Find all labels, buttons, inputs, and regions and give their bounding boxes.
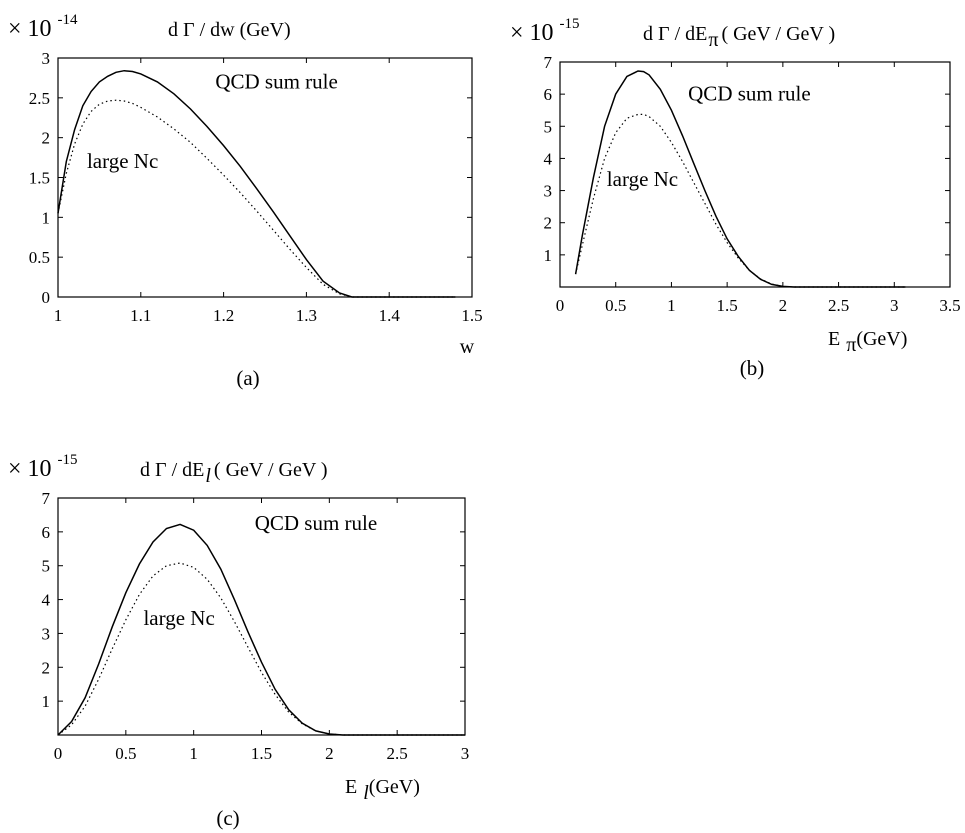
chart-title-subscript: π — [708, 29, 718, 51]
y-tick-label: 6 — [42, 523, 51, 542]
chart-title: d Γ / dE — [140, 459, 204, 481]
x-tick-label: 1.5 — [251, 744, 272, 763]
series-line-large-nc — [57, 99, 456, 298]
x-tick-label: 3 — [461, 744, 470, 763]
series-annotation: large Nc — [607, 167, 678, 191]
series-annotation: large Nc — [87, 149, 158, 173]
x-axis-label-units: (GeV) — [369, 776, 420, 798]
panel-label: (c) — [216, 806, 239, 830]
y-tick-label: 1 — [42, 692, 51, 711]
x-tick-label: 0.5 — [115, 744, 136, 763]
series-annotation: large Nc — [143, 606, 214, 630]
y-tick-label: 3 — [544, 182, 553, 201]
y-tick-label: 5 — [42, 557, 51, 576]
panel-label: (b) — [740, 356, 765, 380]
plot-frame — [57, 57, 473, 298]
x-tick-label: 1.2 — [213, 306, 234, 325]
series-annotation: QCD sum rule — [215, 69, 338, 93]
y-tick-label: 1.5 — [29, 169, 50, 188]
chart-title-subscript: l — [205, 465, 211, 487]
y-tick-label: 6 — [544, 85, 553, 104]
x-tick-label: 1 — [54, 306, 63, 325]
y-multiplier: × 10 — [8, 456, 52, 482]
y-tick-label: 7 — [42, 489, 51, 508]
series-line-qcd-sum-rule — [574, 70, 906, 288]
x-axis-label: E — [345, 776, 357, 798]
chart-panel-a: 1 1.1 1.2 1.3 1.4 1.5 0 0.5 1 1.5 2 2.5 3 QCD sum rul… — [8, 12, 483, 390]
series-line-large-nc — [57, 562, 465, 736]
y-tick-label: 3 — [42, 49, 51, 68]
chart-title: d Γ / dE — [643, 23, 707, 45]
panel-label: (a) — [236, 366, 259, 390]
y-tick-label: 2.5 — [29, 89, 50, 108]
x-tick-label: 0 — [54, 744, 63, 763]
series-annotation: QCD sum rule — [255, 511, 378, 535]
chart-panel-b: 0 0.5 1 1.5 2 2.5 3 3.5 1 2 3 4 5 6 7 QCD sum rule large… — [510, 16, 961, 380]
x-tick-label: 1.1 — [130, 306, 151, 325]
y-multiplier-exponent: -14 — [58, 12, 78, 28]
y-tick-label: 1 — [544, 246, 553, 265]
series-line-qcd-sum-rule — [57, 69, 456, 298]
y-tick-label: 2 — [42, 658, 51, 677]
x-tick-label: 1 — [189, 744, 198, 763]
x-tick-label: 1.5 — [717, 296, 738, 315]
y-tick-label: 7 — [544, 53, 553, 72]
x-tick-label: 1.4 — [379, 306, 401, 325]
x-tick-label: 3 — [890, 296, 899, 315]
y-tick-label: 2 — [42, 129, 51, 148]
y-tick-label: 4 — [42, 591, 51, 610]
y-tick-label: 0.5 — [29, 248, 50, 267]
x-tick-label: 2 — [779, 296, 788, 315]
x-tick-label: 2.5 — [387, 744, 408, 763]
y-tick-label: 2 — [544, 214, 553, 233]
x-axis-label-units: (GeV) — [856, 328, 907, 350]
y-tick-label: 1 — [42, 208, 51, 227]
chart-title-units: ( GeV / GeV ) — [214, 459, 328, 481]
x-tick-label: 2.5 — [828, 296, 849, 315]
x-tick-label: 1.3 — [296, 306, 317, 325]
plot-frame — [559, 61, 951, 288]
series-line-qcd-sum-rule — [57, 523, 465, 736]
x-tick-label: 0.5 — [605, 296, 626, 315]
y-tick-label: 0 — [42, 288, 51, 307]
x-tick-label: 1 — [667, 296, 676, 315]
y-multiplier: × 10 — [510, 20, 554, 46]
chart-title-units: ( GeV / GeV ) — [721, 23, 835, 45]
x-tick-label: 3.5 — [939, 296, 960, 315]
chart-panel-c: 0 0.5 1 1.5 2 2.5 3 1 2 3 4 5 6 7 QCD sum rule large Nc… — [8, 452, 469, 830]
y-tick-label: 3 — [42, 624, 51, 643]
y-multiplier-exponent: -15 — [58, 452, 78, 468]
series-line-large-nc — [575, 113, 906, 288]
x-axis-label-subscript: π — [846, 334, 856, 356]
y-tick-label: 5 — [544, 117, 553, 136]
y-multiplier-exponent: -15 — [560, 16, 580, 32]
x-tick-label: 0 — [556, 296, 565, 315]
x-axis-label: E — [828, 328, 840, 350]
y-multiplier: × 10 — [8, 16, 52, 42]
x-tick-label: 2 — [325, 744, 334, 763]
y-tick-label: 4 — [544, 149, 553, 168]
x-tick-label: 1.5 — [461, 306, 482, 325]
chart-title: d Γ / dw (GeV) — [168, 19, 291, 41]
x-axis-label: w — [460, 336, 475, 358]
x-axis-label-subscript: l — [363, 782, 369, 804]
series-annotation: QCD sum rule — [688, 82, 811, 106]
